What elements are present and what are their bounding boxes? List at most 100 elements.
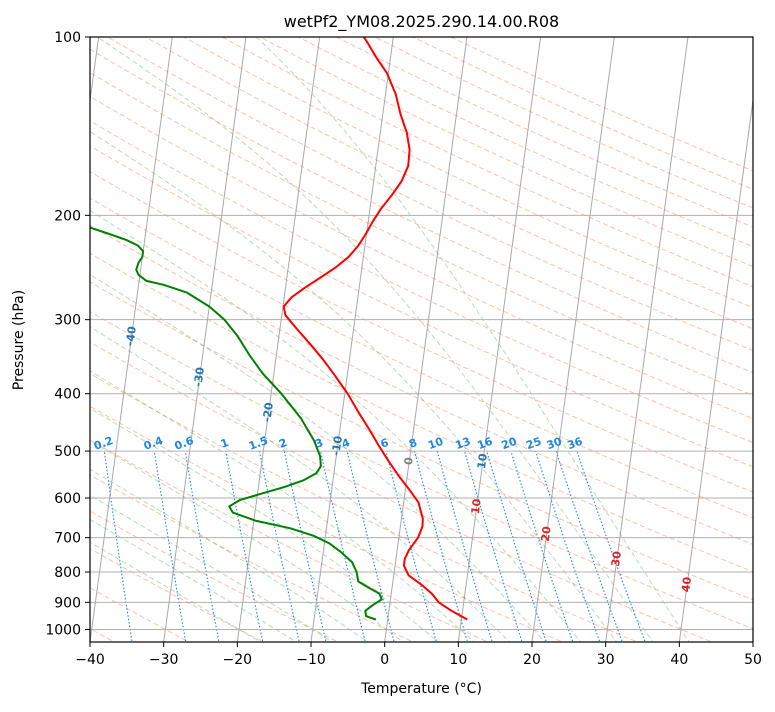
dry-adiabat: [0, 37, 775, 644]
dry-adiabat: [184, 37, 775, 644]
dry-adiabat-label: 40: [679, 576, 694, 593]
x-tick-label: 40: [670, 652, 688, 668]
isotherm-line: [164, 37, 246, 642]
mixing-ratio-label: 8: [407, 436, 419, 451]
moist-adiabat: [0, 37, 512, 644]
isotherm-label: -50: [56, 277, 72, 299]
mixing-ratio-line: [104, 451, 132, 644]
isotherm-line: [311, 37, 393, 642]
mixing-ratio-label: 1: [219, 436, 231, 451]
x-tick-label: −10: [296, 652, 326, 668]
mixing-ratio-label: 3: [313, 436, 325, 451]
isotherm-line: [679, 37, 761, 642]
mixing-ratio-line: [556, 451, 623, 644]
x-tick-label: −40: [75, 652, 105, 668]
moist-adiabat: [0, 37, 371, 644]
x-tick-label: 50: [744, 652, 762, 668]
dry-adiabat: [337, 37, 775, 644]
moist-adiabat: [0, 37, 583, 644]
moist-adiabat: [0, 37, 547, 644]
chart-title: wetPf2_YM08.2025.290.14.00.R08: [284, 12, 559, 32]
y-tick-label: 400: [54, 387, 81, 403]
dry-adiabat: [0, 37, 643, 644]
plot-frame: [90, 37, 753, 642]
mixing-ratio-label: 25: [524, 435, 543, 452]
dry-adiabat: [0, 37, 775, 644]
moist-adiabat: [0, 37, 619, 644]
y-tick-label: 300: [54, 313, 81, 329]
x-axis-title: Temperature (°C): [360, 681, 482, 697]
y-axis-title: Pressure (hPa): [11, 290, 27, 390]
moist-adiabat: [0, 37, 406, 644]
moist-adiabat: [0, 37, 441, 644]
temperature-line: [284, 37, 468, 620]
isotherm-label: -20: [260, 401, 276, 423]
mixing-ratio-label: 0.4: [142, 434, 165, 453]
x-tick-label: 0: [380, 652, 389, 668]
mixing-ratio-line: [154, 451, 186, 644]
isotherm-label: -30: [191, 366, 207, 388]
dry-adiabat: [0, 37, 775, 644]
y-tick-label: 700: [54, 531, 81, 547]
mixing-ratio-label: 2: [277, 436, 289, 451]
dry-adiabat: [0, 37, 775, 644]
dry-adiabat: [0, 37, 775, 644]
moist-adiabat: [0, 37, 336, 644]
mixing-ratio-line: [465, 451, 523, 644]
mixing-ratio-label: 0.2: [92, 434, 115, 453]
y-tick-label: 200: [54, 208, 81, 224]
mixing-ratio-line: [321, 451, 366, 644]
dry-adiabat: [0, 37, 775, 644]
dry-adiabat: [0, 37, 775, 644]
dry-adiabat-label: 20: [539, 525, 554, 542]
mixing-ratio-label: 13: [454, 435, 473, 452]
moist-adiabat: [257, 37, 691, 644]
isotherm-line: [458, 37, 540, 642]
mixing-ratio-line: [511, 451, 574, 644]
mixing-ratio-label: 1.5: [247, 434, 270, 453]
isotherm-label: -40: [123, 325, 139, 347]
x-tick-label: −30: [149, 652, 179, 668]
mixing-ratio-label: 16: [476, 435, 495, 453]
dry-adiabat: [108, 37, 775, 644]
dry-adiabat: [31, 37, 775, 644]
x-tick-label: 10: [449, 652, 467, 668]
isotherm-label: -60: [0, 229, 5, 251]
moist-adiabat: [97, 37, 654, 644]
mixing-ratio-line: [437, 451, 493, 644]
y-tick-label: 600: [54, 491, 81, 507]
y-tick-label: 900: [54, 595, 81, 611]
dry-adiabat: [222, 37, 775, 644]
dry-adiabat-label: 30: [609, 550, 624, 567]
isotherm-label: 10: [475, 452, 490, 469]
mixing-ratio-line: [577, 451, 646, 644]
dry-adiabat: [0, 37, 193, 644]
y-tick-label: 100: [54, 30, 81, 46]
mixing-ratio-label: 0.6: [173, 434, 196, 453]
x-tick-label: 20: [523, 652, 541, 668]
x-tick-label: 30: [597, 652, 615, 668]
y-tick-label: 500: [54, 444, 81, 460]
dry-adiabat: [0, 37, 775, 644]
mixing-ratio-line: [487, 451, 547, 644]
mixing-ratio-label: 36: [566, 435, 585, 453]
dry-adiabat: [0, 37, 343, 644]
isotherm-line: [753, 37, 775, 642]
dry-adiabat: [0, 37, 775, 644]
dry-adiabat-label: 10: [469, 498, 484, 515]
mixing-ratio-line: [185, 451, 219, 644]
x-tick-label: −20: [223, 652, 253, 668]
isotherm-label: 0: [402, 456, 416, 466]
dry-adiabat: [0, 37, 493, 644]
y-tick-label: 1000: [45, 622, 81, 638]
mixing-ratio-label: 10: [426, 435, 445, 453]
mixing-ratio-line: [226, 451, 263, 644]
moist-adiabat: [0, 37, 300, 644]
y-tick-label: 800: [54, 565, 81, 581]
mixing-ratio-line: [58, 451, 83, 644]
dry-adiabat: [375, 37, 775, 644]
isotherm-line: [532, 37, 614, 642]
isotherm-line: [16, 37, 98, 642]
mixing-ratio-line: [347, 451, 395, 644]
